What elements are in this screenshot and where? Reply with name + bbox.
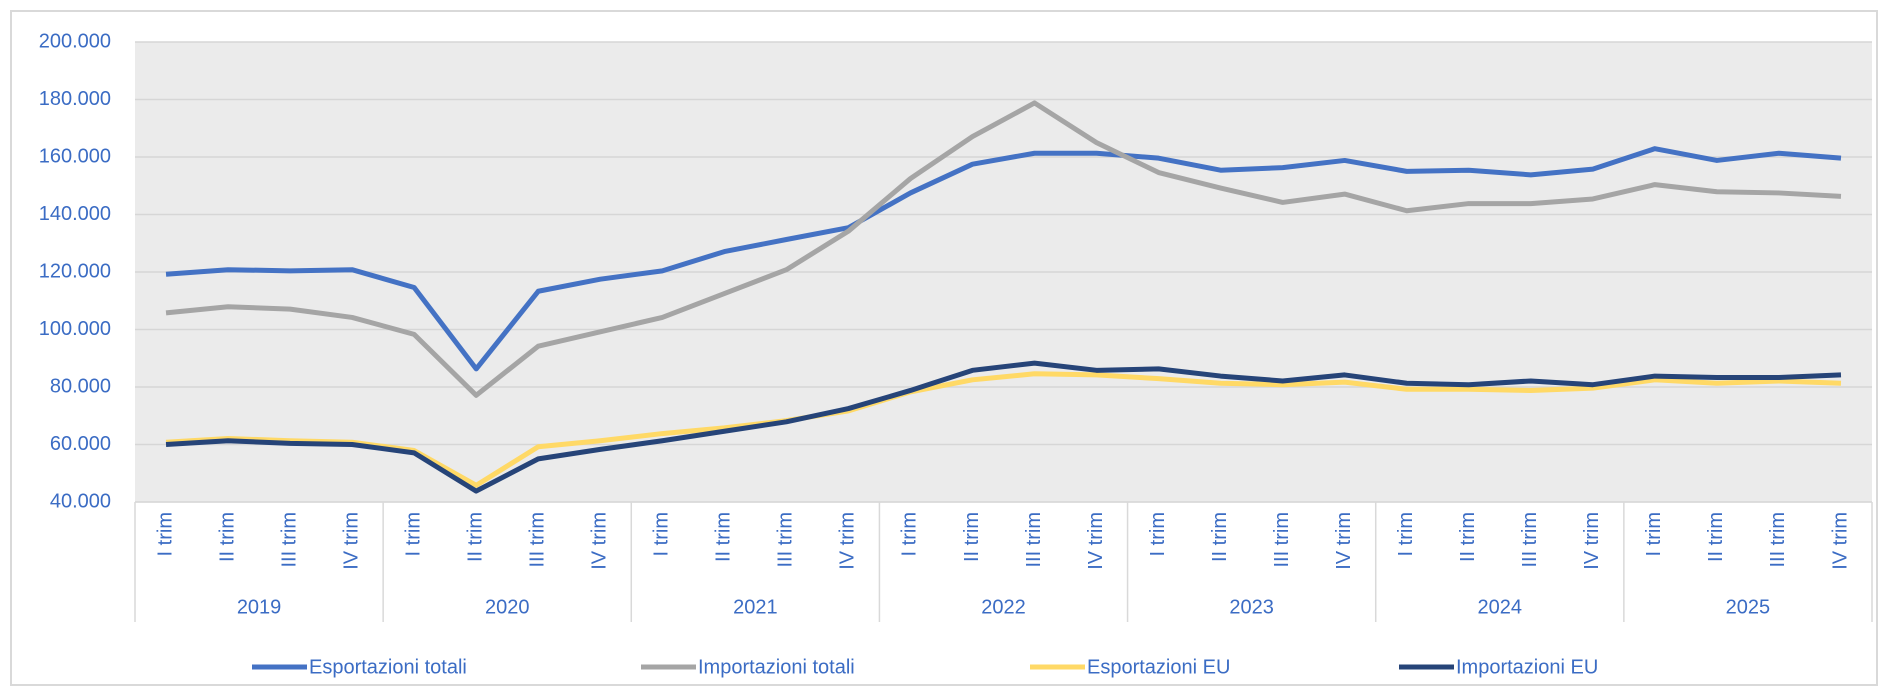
y-tick-label: 140.000 xyxy=(39,203,111,225)
series-line xyxy=(165,360,1842,494)
y-tick-label: 80.000 xyxy=(50,375,111,397)
x-tick-label: III trim xyxy=(1271,512,1293,568)
x-tick-label: I trim xyxy=(154,512,176,556)
x-tick-label: III trim xyxy=(1023,512,1045,568)
y-tick-label: 120.000 xyxy=(39,260,111,282)
y-tick-label: 180.000 xyxy=(39,88,111,110)
x-tick-label: IV trim xyxy=(1829,512,1851,570)
x-tick-label: IV trim xyxy=(340,512,362,570)
series-line xyxy=(165,100,1842,398)
year-label: 2025 xyxy=(1726,596,1771,618)
year-label: 2022 xyxy=(981,596,1026,618)
x-tick-label: I trim xyxy=(1643,512,1665,556)
x-tick-label: III trim xyxy=(278,512,300,568)
series-line xyxy=(165,146,1842,372)
x-tick-label: I trim xyxy=(651,512,673,556)
x-tick-label: III trim xyxy=(1767,512,1789,568)
x-tick-label: IV trim xyxy=(1085,512,1107,570)
x-tick-label: I trim xyxy=(1395,512,1417,556)
x-tick-label: II trim xyxy=(216,512,238,562)
y-tick-label: 200.000 xyxy=(39,30,111,52)
x-tick-label: III trim xyxy=(1519,512,1541,568)
x-tick-label: IV trim xyxy=(1581,512,1603,570)
x-tick-label: IV trim xyxy=(1333,512,1355,570)
x-tick-label: II trim xyxy=(961,512,983,562)
year-label: 2023 xyxy=(1229,596,1274,618)
x-tick-label: II trim xyxy=(1457,512,1479,562)
x-tick-label: III trim xyxy=(775,512,797,568)
year-label: 2019 xyxy=(237,596,282,618)
year-label: 2024 xyxy=(1478,596,1523,618)
y-tick-label: 100.000 xyxy=(39,318,111,340)
x-tick-label: I trim xyxy=(899,512,921,556)
legend-label: Esportazioni EU xyxy=(1087,656,1230,678)
x-tick-label: II trim xyxy=(1705,512,1727,562)
x-tick-label: II trim xyxy=(1209,512,1231,562)
year-label: 2021 xyxy=(733,596,778,618)
x-tick-label: III trim xyxy=(527,512,549,568)
y-tick-label: 160.000 xyxy=(39,145,111,167)
legend-label: Importazioni EU xyxy=(1456,656,1598,678)
x-tick-label: IV trim xyxy=(837,512,859,570)
legend-label: Esportazioni totali xyxy=(309,656,467,678)
x-tick-label: II trim xyxy=(464,512,486,562)
y-tick-label: 40.000 xyxy=(50,490,111,512)
y-tick-label: 60.000 xyxy=(50,433,111,455)
legend-label: Importazioni totali xyxy=(698,656,855,678)
series-line xyxy=(165,371,1842,488)
x-tick-label: I trim xyxy=(402,512,424,556)
year-label: 2020 xyxy=(485,596,530,618)
x-tick-label: IV trim xyxy=(589,512,611,570)
x-tick-label: I trim xyxy=(1147,512,1169,556)
x-tick-label: II trim xyxy=(713,512,735,562)
